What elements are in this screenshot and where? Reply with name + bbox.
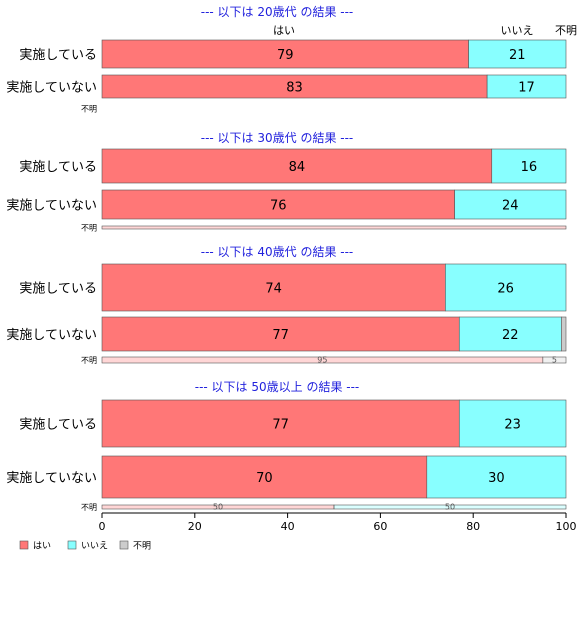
data-label: 16 bbox=[521, 160, 538, 175]
data-label: 23 bbox=[504, 418, 521, 433]
row-label: 実施している bbox=[19, 281, 97, 297]
group-title: --- 以下は 30歳代 の結果 --- bbox=[201, 131, 354, 145]
row-label: 実施していない bbox=[6, 470, 97, 486]
bar-segment bbox=[468, 39, 567, 69]
bar-segment bbox=[101, 399, 460, 448]
bar-segment bbox=[445, 263, 567, 312]
bar-segment bbox=[454, 189, 567, 220]
x-tick-label: 80 bbox=[466, 520, 480, 533]
legend-swatch bbox=[19, 540, 29, 550]
data-label: 21 bbox=[509, 48, 526, 63]
data-label: 50 bbox=[213, 503, 223, 512]
row-label: 不明 bbox=[81, 224, 97, 233]
bar-segment bbox=[101, 316, 460, 352]
data-label: 5 bbox=[552, 356, 557, 365]
data-label: 17 bbox=[518, 81, 535, 96]
bar-segment bbox=[458, 399, 567, 448]
row-label: 不明 bbox=[81, 105, 97, 114]
data-label: 77 bbox=[272, 418, 289, 433]
row-label: 実施している bbox=[19, 159, 97, 175]
data-label: 22 bbox=[502, 328, 519, 343]
row-label: 実施していない bbox=[6, 198, 97, 214]
legend-swatch bbox=[67, 540, 77, 550]
row-label: 不明 bbox=[81, 356, 97, 365]
data-label: 30 bbox=[488, 471, 505, 486]
bar-segment bbox=[542, 356, 567, 364]
x-tick-label: 40 bbox=[281, 520, 295, 533]
row-label: 実施していない bbox=[6, 327, 97, 343]
bar-segment bbox=[101, 455, 428, 499]
data-label: 74 bbox=[265, 282, 282, 297]
bar-segment bbox=[491, 148, 567, 184]
legend-label: はい bbox=[33, 541, 51, 552]
row-label: 実施している bbox=[19, 47, 97, 63]
data-label: 50 bbox=[445, 503, 455, 512]
data-label: 84 bbox=[289, 160, 306, 175]
bar-segment bbox=[486, 74, 567, 99]
group-title: --- 以下は 40歳代 の結果 --- bbox=[201, 245, 354, 259]
data-label: 95 bbox=[317, 356, 327, 365]
legend-label: いいえ bbox=[81, 541, 108, 552]
bar-segment bbox=[101, 189, 455, 220]
x-tick-label: 20 bbox=[188, 520, 202, 533]
data-label: 24 bbox=[502, 199, 519, 214]
bar-segment bbox=[101, 263, 446, 312]
x-tick-label: 0 bbox=[99, 520, 106, 533]
category-header-label: いいえ bbox=[501, 24, 534, 37]
row-label: 実施していない bbox=[6, 80, 97, 96]
x-tick-label: 60 bbox=[373, 520, 387, 533]
x-tick-label: 100 bbox=[556, 520, 577, 533]
legend-label: 不明 bbox=[133, 541, 151, 552]
row-label: 実施している bbox=[19, 417, 97, 433]
data-label: 70 bbox=[256, 471, 273, 486]
data-label: 79 bbox=[277, 48, 294, 63]
data-label: 77 bbox=[272, 328, 289, 343]
group-title: --- 以下は 20歳代 の結果 --- bbox=[201, 5, 354, 19]
data-label: 76 bbox=[270, 199, 287, 214]
bar-segment bbox=[101, 148, 493, 184]
bar-segment bbox=[561, 316, 567, 352]
bar-segment bbox=[426, 455, 567, 499]
bar-segment bbox=[333, 504, 567, 510]
group-title: --- 以下は 50歳以上 の結果 --- bbox=[195, 380, 360, 394]
bar-segment bbox=[458, 316, 562, 352]
data-label: 26 bbox=[497, 282, 514, 297]
bar-segment bbox=[101, 225, 567, 230]
legend-swatch bbox=[119, 540, 129, 550]
bar-segment bbox=[101, 39, 469, 69]
category-header-label: はい bbox=[273, 24, 295, 37]
row-label: 不明 bbox=[81, 503, 97, 512]
data-label: 83 bbox=[286, 81, 303, 96]
category-header-label: 不明 bbox=[555, 24, 577, 37]
